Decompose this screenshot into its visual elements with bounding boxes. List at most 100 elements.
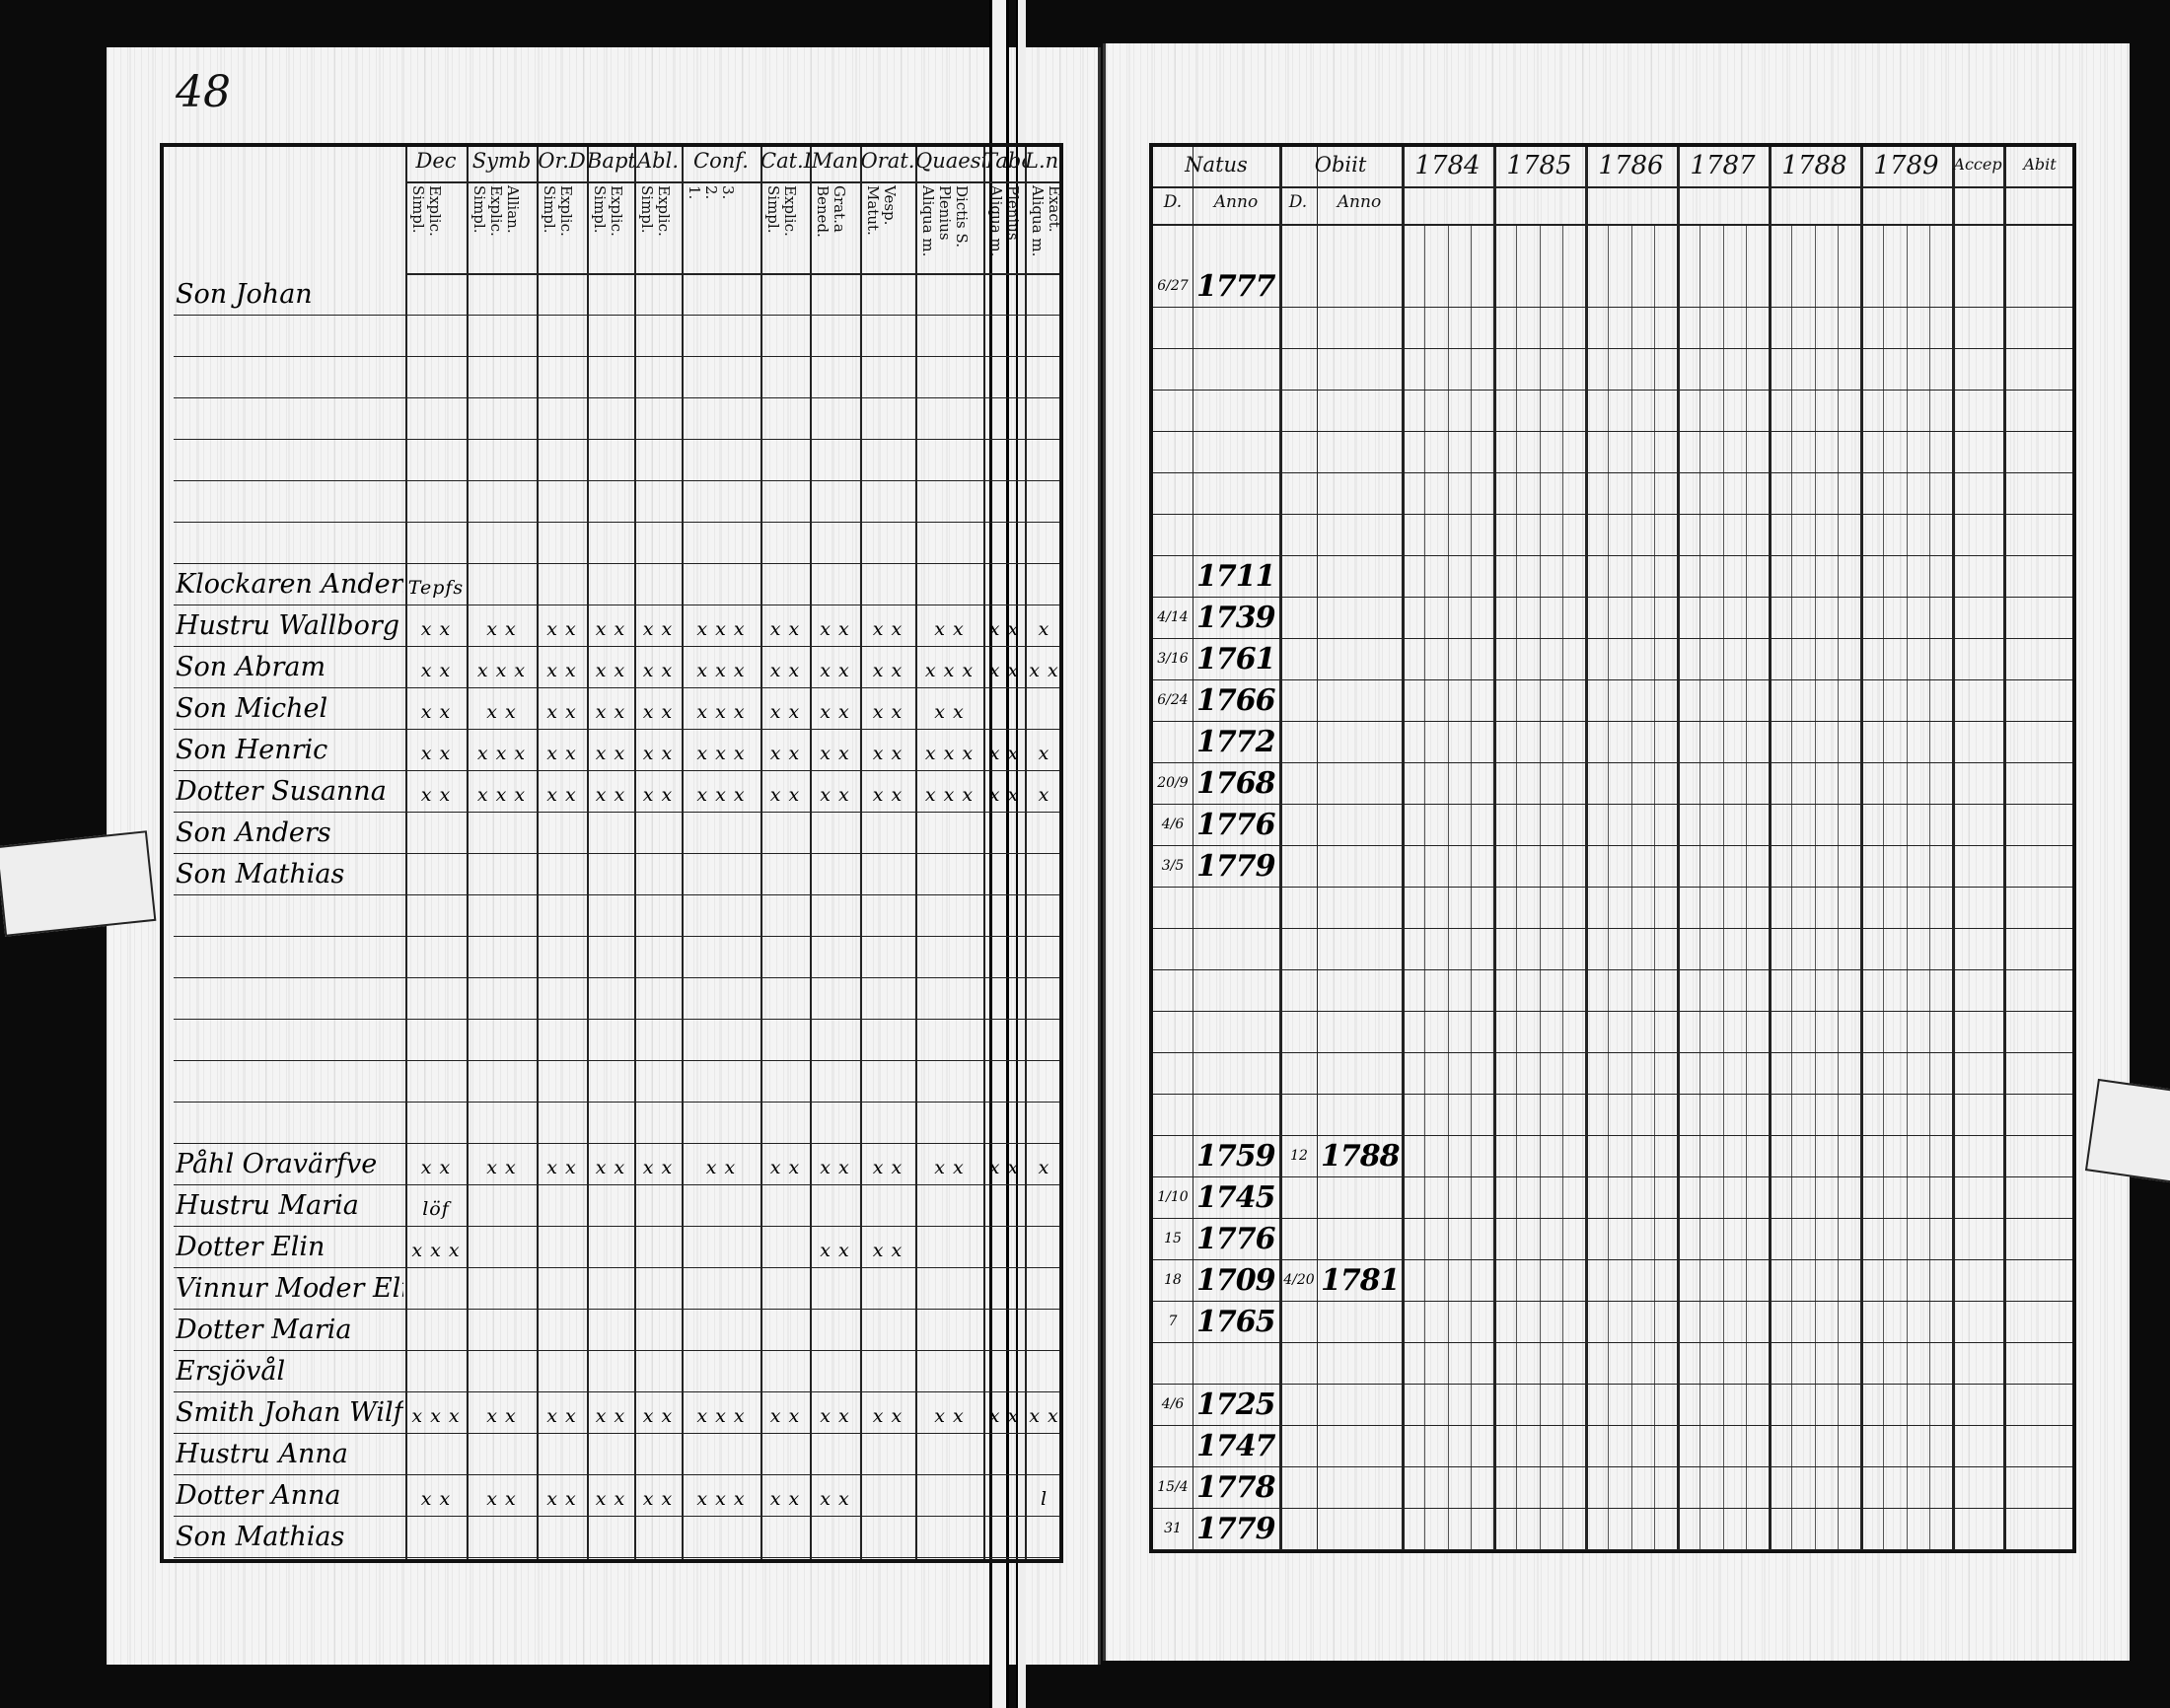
catechism-mark: x bbox=[1038, 784, 1050, 806]
catechism-mark: x x bbox=[988, 743, 1020, 764]
row-rule bbox=[1153, 1218, 2072, 1219]
catechism-mark: x x bbox=[872, 1405, 904, 1427]
left-page bbox=[107, 47, 1101, 1665]
row-rule bbox=[174, 1019, 1059, 1020]
catechism-mark: x x bbox=[546, 1488, 577, 1510]
catechism-mark: x x x bbox=[411, 1405, 461, 1427]
row-rule bbox=[1153, 1342, 2072, 1343]
birth-year: 1779 bbox=[1196, 849, 1275, 884]
column-subheader: Explic. Simpl. bbox=[591, 185, 625, 237]
catechism-mark: x x bbox=[595, 1488, 626, 1510]
catechism-mark: x x bbox=[486, 701, 517, 723]
year-header: 1788 bbox=[1781, 151, 1847, 180]
column-divider bbox=[1860, 147, 1863, 1549]
birth-day: 6/27 bbox=[1157, 278, 1189, 294]
catechism-mark: x x bbox=[595, 743, 626, 764]
birth-day: 7 bbox=[1168, 1314, 1178, 1329]
column-header: Dec bbox=[415, 149, 457, 173]
catechism-mark: x x bbox=[934, 618, 965, 640]
row-rule bbox=[1153, 1135, 2072, 1136]
row-rule bbox=[1153, 1466, 2072, 1467]
catechism-mark: x x bbox=[769, 743, 801, 764]
death-year: 1788 bbox=[1321, 1139, 1400, 1174]
person-name: Son Anders bbox=[176, 818, 331, 848]
year-header: 1784 bbox=[1414, 151, 1481, 180]
row-rule bbox=[174, 1391, 1059, 1392]
header-rule bbox=[405, 181, 1059, 183]
column-divider bbox=[1493, 147, 1496, 1549]
row-rule bbox=[174, 1309, 1059, 1310]
column-divider bbox=[2003, 147, 2006, 1549]
birth-day: 15 bbox=[1164, 1231, 1182, 1246]
birth-year: 1725 bbox=[1196, 1388, 1275, 1422]
catechism-mark: x x bbox=[420, 743, 452, 764]
column-divider bbox=[1193, 147, 1194, 1549]
catechism-mark: x x x bbox=[476, 784, 527, 806]
header-rule bbox=[405, 273, 1059, 275]
accepted-header: Accep bbox=[1953, 155, 2002, 174]
row-rule bbox=[174, 729, 1059, 730]
row-rule bbox=[174, 1557, 1059, 1558]
header-rule bbox=[1153, 186, 2072, 188]
birth-year: 1768 bbox=[1196, 766, 1275, 801]
catechism-mark: x x bbox=[872, 1240, 904, 1261]
row-rule bbox=[1153, 390, 2072, 391]
row-rule bbox=[174, 397, 1059, 398]
birth-day: 18 bbox=[1164, 1272, 1182, 1288]
catechism-mark: x x x bbox=[696, 660, 746, 681]
obiit-day-header: D. bbox=[1288, 192, 1308, 212]
right-page bbox=[1103, 43, 2130, 1661]
catechism-mark: x x bbox=[420, 1157, 452, 1178]
book-spine bbox=[989, 0, 1009, 1708]
column-header: Man bbox=[811, 149, 859, 173]
catechism-mark: x x bbox=[642, 1157, 674, 1178]
catechism-mark: x x bbox=[934, 1157, 965, 1178]
catechism-mark: x x bbox=[820, 618, 850, 640]
column-header: Symb bbox=[471, 149, 532, 173]
catechism-mark: x x x bbox=[696, 1405, 746, 1427]
birth-year: 1761 bbox=[1196, 642, 1275, 676]
catechism-mark: x x x bbox=[476, 660, 527, 681]
catechism-mark: x x bbox=[546, 743, 577, 764]
birth-year: 1776 bbox=[1196, 808, 1275, 842]
person-name: Dotter Elin bbox=[176, 1232, 326, 1262]
catechism-mark: x x bbox=[595, 784, 626, 806]
year-header: 1789 bbox=[1873, 151, 1939, 180]
column-header: Conf. bbox=[693, 149, 749, 173]
death-day: 12 bbox=[1290, 1148, 1308, 1164]
birth-day: 1/10 bbox=[1157, 1189, 1189, 1205]
row-rule bbox=[1153, 431, 2072, 432]
obiit-year-header: Anno bbox=[1337, 192, 1382, 212]
column-subheader: Grat.a Bened. bbox=[814, 185, 848, 238]
column-header: Cat.D bbox=[760, 149, 810, 173]
row-rule bbox=[1153, 472, 2072, 473]
person-name: Son Henric bbox=[176, 735, 328, 765]
column-divider bbox=[1402, 147, 1405, 1549]
catechism-mark: x x bbox=[872, 701, 904, 723]
birth-day: 4/6 bbox=[1161, 817, 1185, 832]
left-register-table: Dec Explic. Simpl. Symb Allian. Explic. Sim… bbox=[160, 143, 1063, 1563]
row-rule bbox=[174, 894, 1059, 895]
catechism-mark: x x bbox=[769, 660, 801, 681]
catechism-mark: x bbox=[1038, 1157, 1050, 1178]
birth-year: 1711 bbox=[1196, 559, 1275, 594]
row-rule bbox=[174, 853, 1059, 854]
catechism-mark: x x bbox=[546, 660, 577, 681]
catechism-mark: x x bbox=[820, 660, 850, 681]
row-rule bbox=[1153, 1301, 2072, 1302]
birth-day: 3/5 bbox=[1161, 858, 1185, 874]
row-rule bbox=[1153, 1508, 2072, 1509]
column-header: Quaest. bbox=[915, 149, 983, 173]
catechism-mark: x x bbox=[642, 1488, 674, 1510]
year-header: 1786 bbox=[1598, 151, 1664, 180]
catechism-mark: x x bbox=[642, 743, 674, 764]
column-subheader: Allian. Explic. Simpl. bbox=[470, 185, 522, 237]
catechism-mark: x x bbox=[769, 618, 801, 640]
birth-day: 31 bbox=[1164, 1521, 1182, 1536]
catechism-mark: x x bbox=[595, 1405, 626, 1427]
row-rule bbox=[174, 1102, 1059, 1103]
row-rule bbox=[1153, 679, 2072, 680]
row-rule bbox=[174, 1474, 1059, 1475]
catechism-mark: x x bbox=[595, 1157, 626, 1178]
column-subheader: 3. 2. 1. bbox=[686, 185, 737, 200]
